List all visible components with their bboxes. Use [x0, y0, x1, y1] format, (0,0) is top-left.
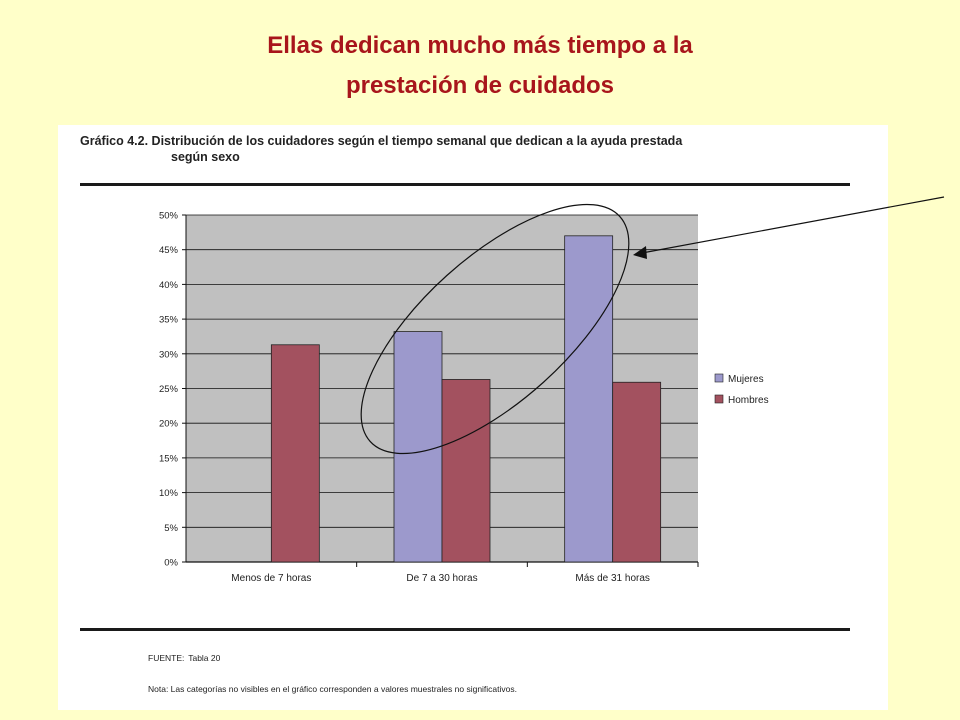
source-value: Tabla 20	[188, 653, 221, 663]
y-tick-label: 20%	[159, 419, 179, 430]
y-tick-label: 15%	[159, 453, 179, 464]
x-tick-label: Más de 31 horas	[575, 573, 650, 584]
highlight-ellipse	[360, 203, 630, 455]
source-label: FUENTE:	[148, 653, 185, 663]
bar-hombres	[441, 379, 491, 563]
legend-label-hombres: Hombres	[728, 395, 769, 406]
x-tick-label: De 7 a 30 horas	[406, 573, 477, 584]
figure-caption: Gráfico 4.2. Distribución de los cuidado…	[80, 133, 840, 165]
legend-label-mujeres: Mujeres	[728, 374, 764, 385]
slide-title-line-2: prestación de cuidados	[345, 72, 615, 99]
figure-caption-line-2: según sexo	[171, 150, 240, 164]
legend-swatch-hombres	[714, 394, 724, 404]
slide-title-line-1: Ellas dedican mucho más tiempo a la	[267, 32, 693, 59]
bar-mujeres	[564, 235, 614, 563]
top-rule	[80, 183, 850, 186]
y-tick-label: 35%	[159, 315, 179, 326]
bottom-rule	[80, 628, 850, 631]
bar-mujeres	[393, 331, 443, 563]
bar-hombres	[270, 344, 320, 563]
y-tick-label: 40%	[159, 280, 179, 291]
legend-swatch-mujeres	[714, 373, 724, 383]
bar-hombres	[612, 381, 662, 563]
y-tick-label: 30%	[159, 349, 179, 360]
figure-note: Nota: Las categorías no visibles en el g…	[148, 684, 517, 694]
figure-source: FUENTE: Tabla 20	[148, 653, 220, 663]
y-tick-label: 45%	[159, 245, 179, 256]
arrow-head	[633, 246, 647, 259]
y-tick-label: 25%	[159, 384, 179, 395]
x-tick-label: Menos de 7 horas	[231, 573, 311, 584]
figure-caption-line-1: Gráfico 4.2. Distribución de los cuidado…	[80, 134, 683, 148]
slide-title: Ellas dedican mucho más tiempo a la pres…	[0, 26, 960, 106]
y-tick-label: 10%	[159, 488, 179, 499]
y-tick-label: 0%	[164, 558, 178, 569]
y-tick-label: 50%	[159, 211, 179, 222]
arrow-line	[641, 196, 945, 254]
y-tick-label: 5%	[164, 523, 178, 534]
